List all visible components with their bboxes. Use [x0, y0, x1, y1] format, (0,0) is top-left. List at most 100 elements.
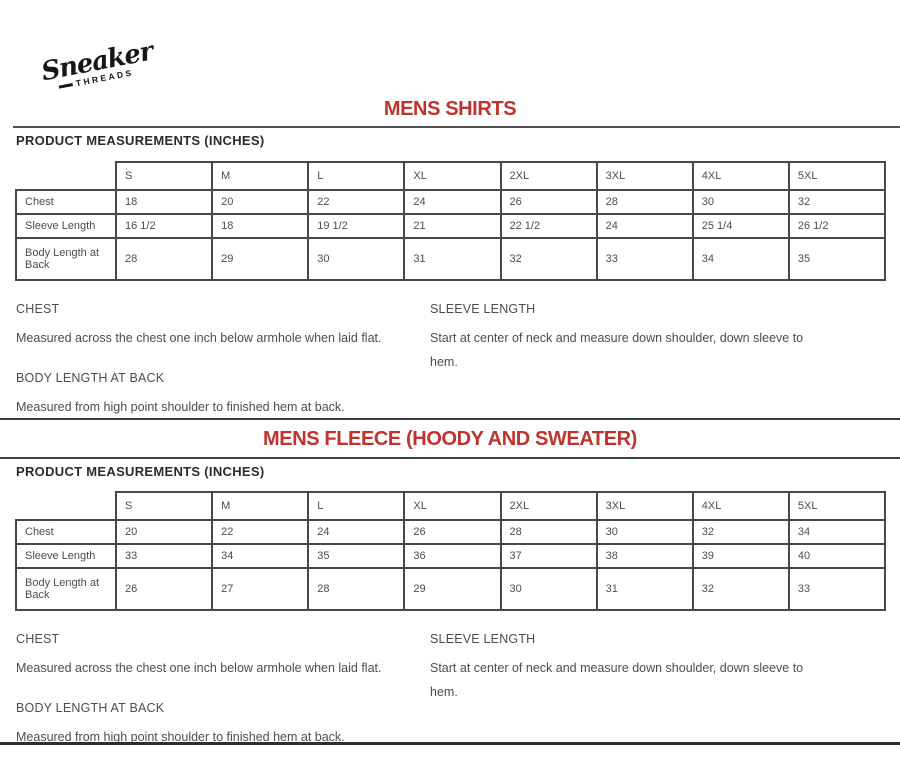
measurement-value: 34 [691, 237, 790, 281]
note-term: SLEEVE LENGTH [430, 632, 536, 646]
measurement-value: 24 [307, 519, 406, 545]
measurement-value: 35 [307, 543, 406, 569]
measurement-value: 31 [403, 237, 502, 281]
note-definition: Measured from high point shoulder to fin… [16, 400, 345, 414]
measurement-label: Body Length at Back [15, 567, 117, 611]
corner-cell [16, 162, 116, 190]
size-column-header: 3XL [595, 491, 694, 521]
measurement-row: Sleeve Length 16 1/2 18 19 1/2 21 22 1/2 24 25 … [15, 213, 887, 239]
measurement-value: 38 [595, 543, 694, 569]
measurement-value: 24 [403, 189, 502, 215]
size-column-header: XL [403, 491, 502, 521]
measurement-value: 26 [114, 567, 214, 611]
measurement-value: 20 [114, 519, 214, 545]
measurement-value: 27 [211, 567, 310, 611]
measurement-value: 33 [114, 543, 214, 569]
note-definition: Measured from high point shoulder to fin… [16, 730, 345, 744]
notes-left-column: CHEST Measured across the chest one inch … [16, 302, 418, 440]
measurement-row: Sleeve Length 33 34 35 36 37 38 39 40 [15, 543, 887, 569]
size-column-header: L [307, 161, 406, 191]
measurement-value: 26 [403, 519, 502, 545]
divider-line [0, 457, 900, 459]
measurement-value: 21 [403, 213, 502, 239]
note-definition: Start at center of neck and measure down… [430, 661, 804, 699]
measurement-value: 30 [595, 519, 694, 545]
measurement-value: 29 [211, 237, 310, 281]
measurement-value: 31 [595, 567, 694, 611]
note-definition: Start at center of neck and measure down… [430, 331, 804, 369]
measurement-value: 26 [499, 189, 598, 215]
measurement-row: Chest 18 20 22 24 26 28 30 32 [15, 189, 887, 215]
size-column-header: L [307, 491, 406, 521]
corner-cell [16, 492, 116, 520]
measurement-value: 22 [307, 189, 406, 215]
measurement-value: 40 [787, 543, 887, 569]
measurement-value: 28 [114, 237, 214, 281]
note-term: SLEEVE LENGTH [430, 302, 536, 316]
size-column-header: XL [403, 161, 502, 191]
notes-right-column: SLEEVE LENGTH Start at center of neck and… [430, 302, 826, 395]
measurement-value: 24 [595, 213, 694, 239]
size-column-header: 5XL [787, 161, 887, 191]
measurement-value: 22 [211, 519, 310, 545]
size-column-header: 2XL [499, 161, 598, 191]
section-title: MENS FLEECE (HOODY AND SWEATER) [263, 428, 637, 450]
measurement-value: 37 [499, 543, 598, 569]
measurement-value: 32 [691, 567, 790, 611]
measurement-value: 33 [595, 237, 694, 281]
product-measurements-heading: PRODUCT MEASUREMENTS (INCHES) [16, 464, 265, 479]
divider-line [13, 126, 900, 128]
note-definition: Measured across the chest one inch below… [16, 661, 382, 675]
size-header-row: S M L XL 2XL 3XL 4XL 5XL [16, 161, 887, 191]
size-chart-table: S M L XL 2XL 3XL 4XL 5XL Chest 18 20 22 24 26 28 30 32 S… [15, 161, 887, 281]
measurement-value: 35 [787, 237, 887, 281]
size-column-header: 4XL [691, 161, 790, 191]
measurement-value: 32 [691, 519, 790, 545]
measurement-value: 29 [403, 567, 502, 611]
measurement-label: Sleeve Length [15, 543, 117, 569]
measurement-value: 25 1/4 [691, 213, 790, 239]
measurement-row: Body Length at Back 28 29 30 31 32 33 34 35 [15, 237, 887, 281]
measurement-value: 22 1/2 [499, 213, 598, 239]
note-definition: Measured across the chest one inch below… [16, 331, 382, 345]
size-column-header: S [114, 161, 214, 191]
size-header-row: S M L XL 2XL 3XL 4XL 5XL [16, 491, 887, 521]
size-column-header: 4XL [691, 491, 790, 521]
notes-left-column: CHEST Measured across the chest one inch … [16, 632, 418, 770]
note-term: BODY LENGTH AT BACK [16, 371, 165, 385]
page-bottom-rule [0, 742, 900, 745]
size-column-header: 5XL [787, 491, 887, 521]
note-term: CHEST [16, 302, 60, 316]
mens-shirts-section: MENS SHIRTS PRODUCT MEASUREMENTS (INCHES… [0, 96, 900, 418]
measurement-label: Chest [15, 519, 117, 545]
measurement-value: 30 [307, 237, 406, 281]
measurement-value: 39 [691, 543, 790, 569]
measurement-value: 19 1/2 [307, 213, 406, 239]
measurement-value: 18 [211, 213, 310, 239]
measurement-value: 32 [787, 189, 887, 215]
measurement-label: Sleeve Length [15, 213, 117, 239]
notes-right-column: SLEEVE LENGTH Start at center of neck and… [430, 632, 826, 725]
measurement-value: 18 [114, 189, 214, 215]
measurement-value: 34 [787, 519, 887, 545]
mens-fleece-section: MENS FLEECE (HOODY AND SWEATER) PRODUCT … [0, 418, 900, 748]
measurement-value: 28 [595, 189, 694, 215]
measurement-row: Body Length at Back 26 27 28 29 30 31 32 33 [15, 567, 887, 611]
section-title: MENS SHIRTS [383, 98, 517, 120]
measurement-row: Chest 20 22 24 26 28 30 32 34 [15, 519, 887, 545]
measurement-value: 28 [499, 519, 598, 545]
measurement-value: 30 [691, 189, 790, 215]
measurement-value: 33 [787, 567, 887, 611]
note-term: CHEST [16, 632, 60, 646]
size-column-header: S [114, 491, 214, 521]
measurement-value: 28 [307, 567, 406, 611]
measurement-label: Body Length at Back [15, 237, 117, 281]
note-term: BODY LENGTH AT BACK [16, 701, 165, 715]
size-chart-table: S M L XL 2XL 3XL 4XL 5XL Chest 20 22 24 26 28 30 32 34 S… [15, 491, 887, 611]
size-column-header: 3XL [595, 161, 694, 191]
size-column-header: M [211, 491, 310, 521]
divider-line [0, 418, 900, 420]
measurement-label: Chest [15, 189, 117, 215]
brand-logo: Sneaker THREADS [39, 37, 155, 95]
measurement-value: 36 [403, 543, 502, 569]
